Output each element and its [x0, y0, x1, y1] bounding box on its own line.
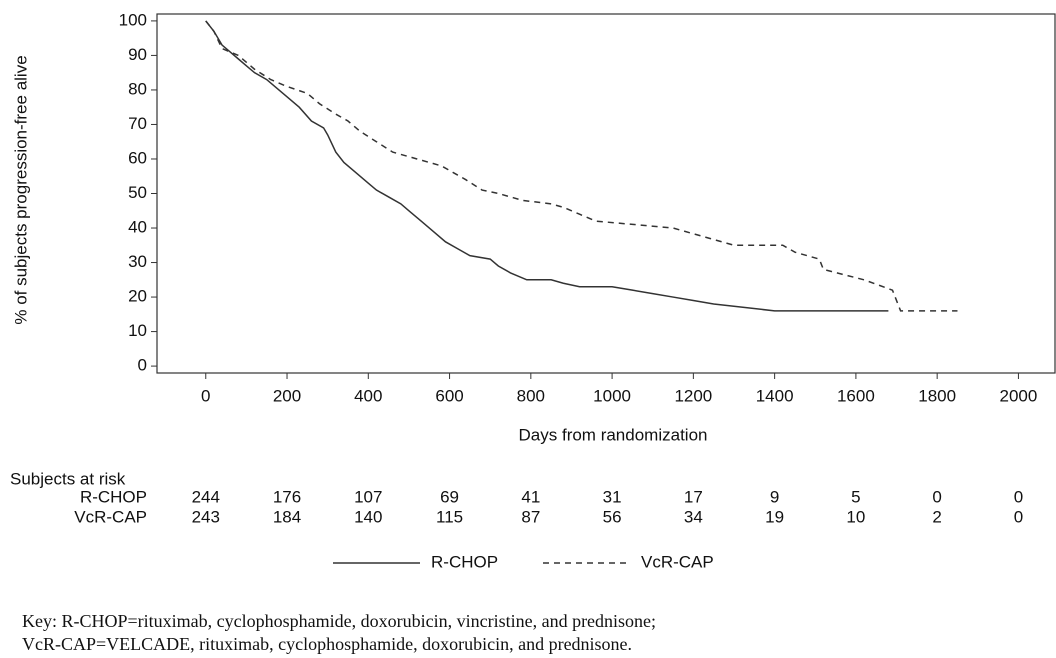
risk-value: 56 — [603, 507, 622, 526]
survival-line — [205, 20, 958, 312]
y-tick-label: 50 — [128, 183, 147, 202]
risk-value: 5 — [851, 487, 860, 506]
risk-value: 244 — [192, 487, 220, 506]
risk-row-name: VcR-CAP — [74, 507, 147, 526]
y-tick-label: 90 — [128, 45, 147, 64]
y-tick-label: 70 — [128, 114, 147, 133]
x-tick-label: 1200 — [674, 386, 712, 405]
risk-value: 140 — [354, 507, 382, 526]
risk-value: 243 — [192, 507, 220, 526]
risk-value: 176 — [273, 487, 301, 506]
x-tick-label: 1000 — [593, 386, 631, 405]
plot-frame — [156, 13, 1056, 374]
y-tick-label: 80 — [128, 79, 147, 98]
risk-value: 0 — [932, 487, 941, 506]
risk-value: 107 — [354, 487, 382, 506]
y-tick-label: 10 — [128, 321, 147, 340]
legend-label: R-CHOP — [431, 552, 498, 571]
x-tick-label: 0 — [201, 386, 210, 405]
legend-label: VcR-CAP — [641, 552, 714, 571]
x-tick-label: 600 — [435, 386, 463, 405]
x-tick-label: 400 — [354, 386, 382, 405]
x-axis-label: Days from randomization — [519, 425, 708, 444]
risk-value: 2 — [932, 507, 941, 526]
y-tick-label: 30 — [128, 252, 147, 271]
x-tick-label: 200 — [273, 386, 301, 405]
x-tick-label: 800 — [517, 386, 545, 405]
risk-value: 0 — [1014, 507, 1023, 526]
risk-value: 31 — [603, 487, 622, 506]
y-tick-label: 60 — [128, 148, 147, 167]
x-tick-label: 2000 — [1000, 386, 1038, 405]
risk-value: 10 — [846, 507, 865, 526]
risk-row-name: R-CHOP — [80, 487, 147, 506]
risk-value: 9 — [770, 487, 779, 506]
y-axis-label: % of subjects progression-free alive — [11, 55, 30, 324]
risk-value: 69 — [440, 487, 459, 506]
x-tick-label: 1600 — [837, 386, 875, 405]
risk-table-title: Subjects at risk — [10, 469, 126, 488]
risk-value: 184 — [273, 507, 301, 526]
risk-value: 41 — [521, 487, 540, 506]
risk-value: 0 — [1014, 487, 1023, 506]
survival-line — [205, 20, 889, 312]
y-tick-label: 20 — [128, 287, 147, 306]
footnote: Key: R-CHOP=rituximab, cyclophosphamide,… — [22, 611, 656, 631]
y-tick-label: 0 — [138, 356, 147, 375]
risk-value: 17 — [684, 487, 703, 506]
risk-value: 34 — [684, 507, 703, 526]
risk-value: 19 — [765, 507, 784, 526]
risk-value: 87 — [521, 507, 540, 526]
y-tick-label: 40 — [128, 218, 147, 237]
risk-value: 115 — [436, 507, 463, 526]
x-tick-label: 1800 — [918, 386, 956, 405]
x-tick-label: 1400 — [756, 386, 794, 405]
footnote: VcR-CAP=VELCADE, rituximab, cyclophospha… — [22, 634, 632, 654]
y-tick-label: 100 — [119, 10, 147, 29]
